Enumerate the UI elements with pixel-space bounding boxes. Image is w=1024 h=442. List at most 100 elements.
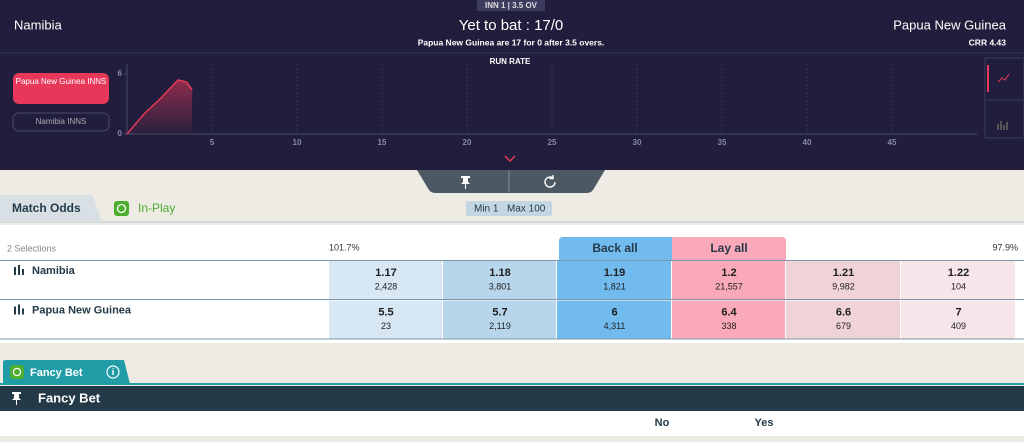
bar-chart-icon <box>14 267 16 275</box>
back-all-tab[interactable] <box>559 237 672 260</box>
expand-chevron[interactable] <box>504 155 516 163</box>
selection-count: 2 Selections <box>7 243 57 253</box>
fancy-columns <box>0 411 1024 436</box>
odds-size: 9,982 <box>832 281 855 291</box>
x-tick-label: 40 <box>803 138 812 147</box>
back-all-label[interactable]: Back all <box>592 241 637 255</box>
odds-size: 2,428 <box>375 281 398 291</box>
back-cell[interactable] <box>443 261 556 300</box>
x-tick-label: 20 <box>463 138 472 147</box>
odds-size: 338 <box>721 321 736 331</box>
innings-badge <box>477 0 545 11</box>
x-tick-label: 35 <box>718 138 727 147</box>
x-tick-label: 45 <box>888 138 897 147</box>
innings: INN 1 | 3.5 OV <box>485 1 538 10</box>
crr: CRR 4.43 <box>969 37 1007 47</box>
x-tick-label: 30 <box>633 138 642 147</box>
fancy-header-label: Fancy Bet <box>38 390 101 405</box>
bar-chart-icon <box>22 269 24 275</box>
chart-type-line[interactable] <box>984 57 1024 101</box>
chart-type-bar[interactable] <box>984 99 1024 139</box>
odds-price: 1.22 <box>948 267 969 279</box>
lay-cell[interactable] <box>901 261 1015 300</box>
odds-size: 4,311 <box>604 321 626 331</box>
fancy-tab[interactable] <box>3 360 130 384</box>
refresh-button[interactable] <box>544 175 556 188</box>
inns-button-label[interactable]: Papua New Guinea INNS <box>16 77 107 86</box>
lay-all-tab[interactable] <box>672 237 786 260</box>
odds-size: 21,557 <box>715 281 743 291</box>
odds-price: 7 <box>955 306 961 318</box>
bar-icon <box>997 121 1008 130</box>
x-tick-label: 10 <box>293 138 302 147</box>
info-icon[interactable] <box>106 365 120 379</box>
odds-size: 23 <box>381 321 391 331</box>
odds-size: 104 <box>951 281 966 291</box>
odds-size: 1,821 <box>603 281 626 291</box>
score-status: Yet to bat : 17/0 <box>459 17 564 34</box>
bar-chart-icon <box>18 265 20 275</box>
max-stake: Max 100 <box>507 204 546 215</box>
fancy-clock-icon <box>10 365 24 379</box>
odds-size: 409 <box>951 321 966 331</box>
back-cell[interactable] <box>557 261 671 300</box>
fancy-header <box>0 386 1024 411</box>
team-left: Namibia <box>14 17 62 32</box>
min-max-badge <box>466 201 552 216</box>
lay-cell[interactable] <box>786 300 900 340</box>
odds-price: 5.7 <box>492 306 507 318</box>
odds-price: 6.4 <box>721 306 737 318</box>
min-stake: Min 1 <box>474 204 499 215</box>
lay-cell[interactable] <box>786 261 900 300</box>
inplay-icon-clock <box>116 203 127 214</box>
back-cell[interactable] <box>443 300 556 340</box>
inns-button[interactable] <box>12 112 110 132</box>
team-right: Papua New Guinea <box>893 17 1007 32</box>
inns-button-label[interactable]: Namibia INNS <box>36 117 87 126</box>
toolbar <box>417 170 605 193</box>
inplay-icon <box>114 201 129 216</box>
yes-column: Yes <box>755 417 774 429</box>
match-odds-tab[interactable] <box>0 195 102 222</box>
fancy-pin[interactable] <box>12 392 21 405</box>
no-column: No <box>655 417 670 429</box>
lay-overround: 97.9% <box>992 242 1018 252</box>
odds-price: 1.2 <box>721 267 736 279</box>
lay-cell[interactable] <box>672 261 785 300</box>
bar-chart-icon <box>22 308 24 315</box>
back-overround: 101.7% <box>329 242 360 252</box>
x-tick-label: 5 <box>210 138 215 147</box>
odds-size: 3,801 <box>489 281 512 291</box>
odds-price: 6 <box>611 306 617 318</box>
x-tick-label: 15 <box>378 138 387 147</box>
pin-button[interactable] <box>461 176 470 189</box>
odds-size: 679 <box>836 321 851 331</box>
lay-all-label[interactable]: Lay all <box>710 241 747 255</box>
fancy-tab-label[interactable]: Fancy Bet <box>30 367 83 379</box>
back-cell[interactable] <box>557 300 671 340</box>
odds-price: 6.6 <box>836 306 851 318</box>
match-odds-tab-label[interactable]: Match Odds <box>12 201 81 215</box>
runner-name: Papua New Guinea <box>32 304 132 316</box>
line-icon <box>997 73 1010 83</box>
chart-title: RUN RATE <box>490 57 531 66</box>
odds-price: 1.18 <box>489 267 510 279</box>
bar-chart-icon <box>14 306 16 315</box>
lay-cell[interactable] <box>901 300 1015 340</box>
bar-chart-icon <box>18 304 20 315</box>
score-summary: Papua New Guinea are 17 for 0 after 3.5 … <box>418 37 605 47</box>
lay-cell[interactable] <box>672 300 785 340</box>
x-tick-label: 25 <box>548 138 557 147</box>
inplay-label: In-Play <box>138 201 175 215</box>
fancy-clock-face <box>12 367 22 377</box>
odds-price: 1.21 <box>833 267 854 279</box>
back-cell[interactable] <box>329 300 442 340</box>
inns-button-active[interactable] <box>13 73 109 104</box>
back-cell[interactable] <box>329 261 442 300</box>
y-tick-label: 6 <box>118 69 123 78</box>
odds-price: 5.5 <box>378 306 393 318</box>
runner-name: Namibia <box>32 265 76 277</box>
odds-size: 2,119 <box>489 321 511 331</box>
